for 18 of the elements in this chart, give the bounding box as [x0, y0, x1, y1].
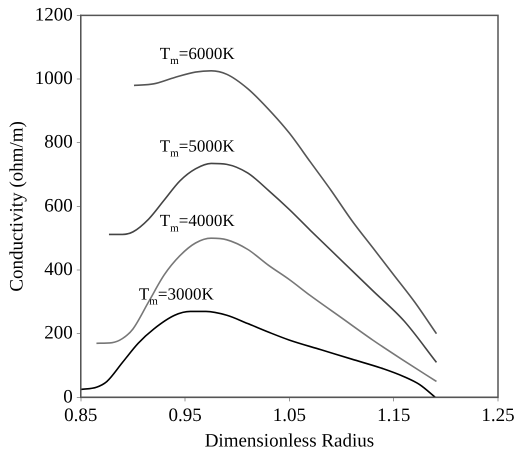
line-series: [96, 237, 438, 382]
y-axis-title: Conductivity (ohm/m): [6, 121, 28, 292]
line-series: [80, 310, 436, 398]
x-tick-label: 0.85: [64, 404, 98, 426]
y-tick-label: 600: [44, 195, 73, 216]
line-series: [108, 162, 438, 364]
x-tick-label: 1.05: [272, 404, 306, 426]
y-tick-label: 1000: [34, 68, 73, 90]
x-tick-label: 1.15: [377, 404, 410, 426]
y-tick-label: 1200: [34, 4, 73, 26]
y-tick-label: 0: [63, 386, 73, 408]
line-series: [133, 70, 438, 335]
x-tick-label: 0.95: [168, 404, 202, 426]
x-axis-title: Dimensionless Radius: [204, 430, 374, 452]
y-tick-label: 800: [44, 132, 73, 153]
y-tick-label: 400: [44, 259, 73, 280]
y-tick-label: 200: [44, 322, 73, 344]
x-tick-label: 1.25: [481, 404, 515, 426]
